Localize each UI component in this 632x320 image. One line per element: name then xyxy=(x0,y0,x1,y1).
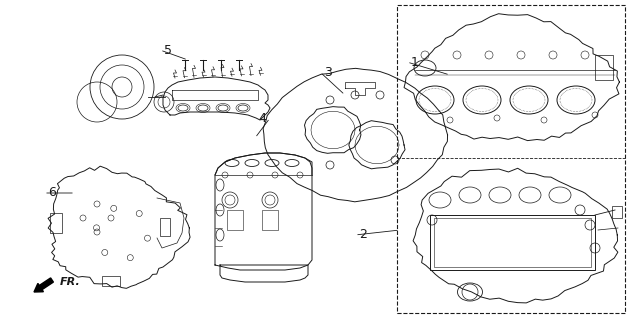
Text: 6: 6 xyxy=(48,187,56,199)
Bar xyxy=(160,218,170,236)
Text: 2: 2 xyxy=(359,228,367,242)
Bar xyxy=(595,55,613,80)
Text: 3: 3 xyxy=(324,66,332,78)
Bar xyxy=(50,213,62,233)
Bar xyxy=(430,215,595,270)
Bar xyxy=(262,210,278,230)
Bar xyxy=(397,5,625,313)
Text: 5: 5 xyxy=(164,44,172,57)
Text: 4: 4 xyxy=(258,111,266,124)
Bar xyxy=(434,218,591,267)
Text: FR.: FR. xyxy=(60,277,81,287)
FancyArrow shape xyxy=(34,278,53,292)
Bar xyxy=(612,206,622,218)
Bar xyxy=(102,276,120,286)
Bar xyxy=(227,210,243,230)
Text: 1: 1 xyxy=(411,55,419,68)
